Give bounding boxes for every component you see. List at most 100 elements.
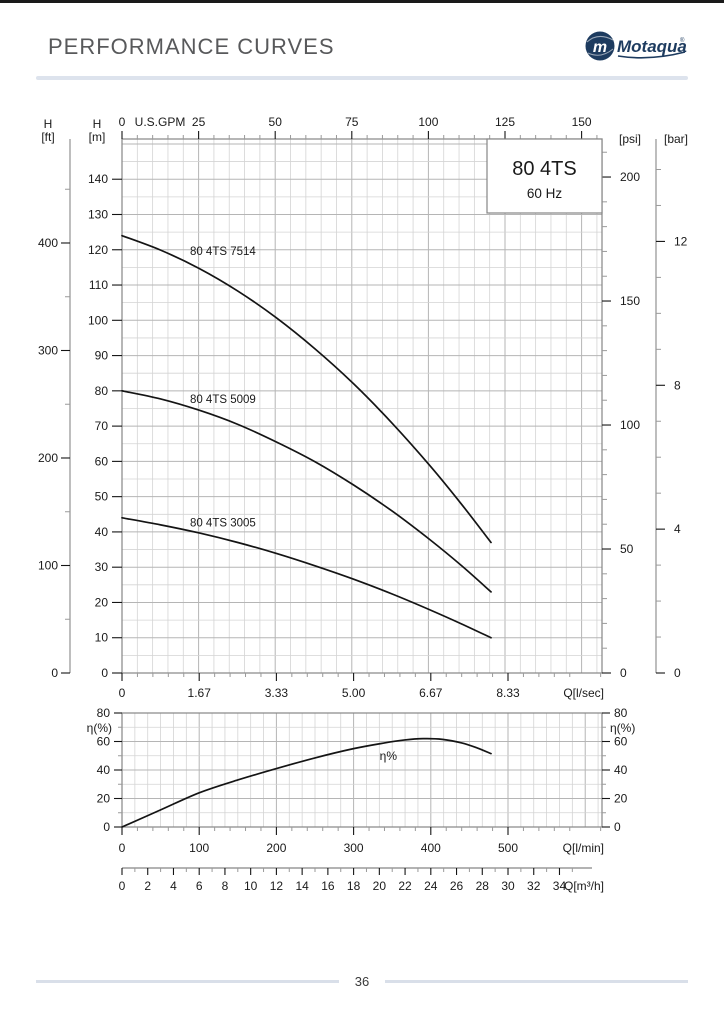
eta-tick-label: 0 [103,820,110,834]
bar-tick-label: 8 [674,378,681,392]
m-tick-label: 40 [95,525,109,539]
m-tick-label: 70 [95,419,109,433]
eta-tick-label: 60 [97,735,111,749]
top-axis-gpm: 0 U.S.GPM 25 50 75 100 125 150 [119,115,598,139]
lsec-tick-label: 5.00 [342,686,366,700]
m-tick-label: 0 [101,666,108,680]
m-tick-label: 60 [95,454,109,468]
page-title: PERFORMANCE CURVES [48,34,335,59]
gpm-tick-label: 0 [119,115,126,129]
m-axis-unit: [m] [89,130,106,144]
gpm-tick-label: 125 [495,115,515,129]
curve-label-80-4ts-7514: 80 4TS 7514 [190,246,256,258]
gpm-tick-label: 75 [345,115,359,129]
m3h-tick-label: 28 [476,879,490,893]
brand-logo: m Motaqua ® [584,28,688,64]
gpm-tick-label: 50 [269,115,283,129]
chart-subtitle: 60 Hz [527,186,563,201]
lmin-tick-label: 400 [421,841,441,855]
curve-label-80-4ts-3005: 80 4TS 3005 [190,518,256,530]
m3h-tick-label: 2 [144,879,151,893]
lsec-tick-label: 1.67 [188,686,212,700]
title-box-frame [486,138,603,214]
lmin-axis-unit: Q[l/min] [563,841,604,855]
m-tick-label: 110 [89,278,108,292]
m3h-tick-label: 22 [398,879,412,893]
page-top-edge [0,0,724,3]
psi-tick-label: 50 [620,542,634,556]
psi-tick-label: 150 [620,294,640,308]
m3h-axis-unit: Q[m³/h] [564,879,604,893]
ft-tick-label: 0 [51,666,58,680]
footer-rule-right [385,980,688,983]
pump-curves: 80 4TS 7514 80 4TS 5009 80 4TS 3005 [121,234,492,639]
m3h-tick-label: 6 [196,879,203,893]
bar-axis-unit: [bar] [664,132,688,146]
gpm-axis-unit: U.S.GPM [135,115,186,129]
bar-tick-label: 12 [674,234,688,248]
bar-tick-label: 4 [674,522,681,536]
lsec-tick-label: 8.33 [496,686,520,700]
page-number: 36 [354,974,370,989]
right-axis-psi: [psi] 0 50 100 150 200 [602,132,641,680]
lmin-tick-label: 200 [266,841,286,855]
m3h-tick-label: 12 [270,879,284,893]
eta-tick-label: 20 [97,792,111,806]
m-tick-label: 80 [95,384,109,398]
psi-tick-label: 100 [620,418,640,432]
m3h-tick-label: 10 [244,879,258,893]
curve-efficiency [121,737,492,828]
curve-label-80-4ts-5009: 80 4TS 5009 [190,394,256,406]
curve-80-4ts-7514 [121,234,492,544]
m-tick-label: 90 [95,349,109,363]
psi-tick-label: 0 [620,666,627,680]
m3h-tick-label: 16 [321,879,335,893]
chart-title-box: 80 4TS 60 Hz [486,138,603,214]
m-tick-label: 20 [95,595,109,609]
curve-80-4ts-3005 [121,516,492,639]
m-tick-label: 140 [88,172,108,186]
ft-tick-label: 100 [38,559,58,573]
logo-swoosh-icon [617,51,686,59]
lmin-tick-label: 300 [344,841,364,855]
header-divider [36,76,688,80]
eff-curve-label: η% [380,749,398,763]
ft-tick-label: 200 [38,451,58,465]
bottom-axis-lmin: 0 100 200 300 400 500 Q[l/min] [119,827,604,855]
main-plot-border [121,138,603,674]
eta-tick-label: 0 [614,820,621,834]
ft-tick-label: 300 [38,343,58,357]
logo-registered-mark: ® [680,37,685,44]
eff-axis-right: 0 20 40 60 80η(%) [602,706,635,834]
eff-grid [122,713,602,827]
gpm-tick-label: 150 [572,115,592,129]
gpm-tick-label: 100 [418,115,438,129]
m-axis-name: H [93,117,102,131]
m3h-tick-label: 14 [295,879,309,893]
m-tick-label: 50 [95,490,109,504]
bar-tick-label: 0 [674,666,681,680]
lmin-tick-label: 100 [189,841,209,855]
eff-curve-group: η% [121,737,492,828]
footer-rule-left [36,980,339,983]
ft-tick-label: 400 [38,236,58,250]
main-grid [122,139,602,673]
psi-tick-label: 200 [620,170,640,184]
left-axis-m: H[m] 0 10 20 30 40 50 60 70 80 90 100 110 120 130 140 [88,117,122,680]
lsec-axis-unit: Q[l/sec] [563,686,604,700]
eta-tick-label: 40 [97,763,111,777]
logo-swirl2-icon [587,48,614,56]
eta-axis-unit-left: η(%) [87,721,112,735]
m3h-tick-label: 32 [527,879,541,893]
eta-tick-label: 80 [97,706,111,720]
psi-axis-unit: [psi] [619,132,641,146]
m-tick-label: 120 [88,243,108,257]
m3h-tick-label: 30 [501,879,515,893]
m3h-tick-label: 20 [373,879,387,893]
m-tick-label: 100 [88,313,108,327]
lsec-tick-label: 0 [119,686,126,700]
eta-tick-label: 20 [614,792,628,806]
